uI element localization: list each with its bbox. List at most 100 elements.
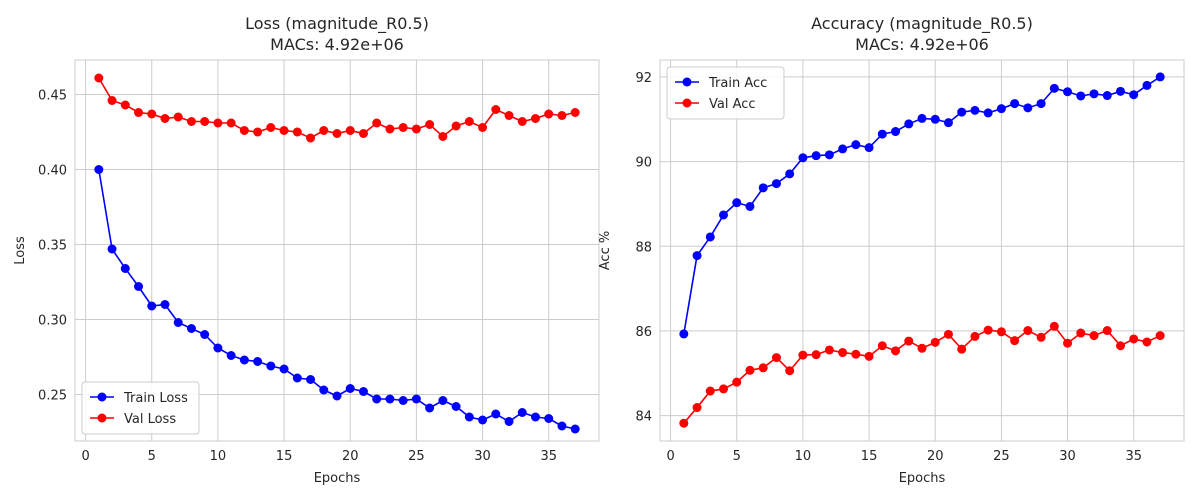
data-point (398, 396, 408, 405)
series-train-acc (679, 72, 1165, 339)
data-point (1010, 336, 1020, 346)
data-point (504, 111, 514, 120)
x-tick-label: 35 (1125, 449, 1142, 464)
y-tick-label: 88 (635, 240, 652, 255)
data-point (1115, 341, 1125, 351)
data-point (692, 403, 702, 413)
data-point (745, 365, 755, 375)
data-point (798, 350, 808, 360)
y-tick-label: 0.25 (38, 389, 67, 404)
data-point (1049, 83, 1059, 93)
data-point (1089, 89, 1099, 99)
y-axis-label: Loss (13, 236, 28, 265)
x-tick-label: 20 (927, 449, 944, 464)
data-point (200, 330, 210, 339)
data-point (372, 394, 382, 404)
data-point (983, 325, 993, 335)
data-point (253, 127, 263, 137)
data-point (1155, 331, 1165, 341)
data-point (1142, 80, 1152, 90)
data-point (517, 117, 527, 126)
data-point (464, 117, 474, 126)
data-point (544, 414, 554, 423)
y-tick-label: 0.30 (38, 314, 67, 329)
data-point (970, 105, 980, 115)
plot-area (75, 60, 599, 441)
data-point (692, 251, 702, 261)
data-point (438, 132, 448, 141)
data-point (864, 351, 874, 361)
data-point (411, 394, 421, 404)
data-point (798, 153, 808, 163)
plot-area (660, 60, 1184, 441)
data-point (1023, 103, 1033, 113)
data-point (570, 108, 580, 117)
data-point (679, 329, 689, 339)
data-point (226, 351, 236, 360)
data-point (824, 345, 834, 355)
data-point (107, 244, 117, 254)
data-point (917, 113, 927, 123)
x-tick-label: 15 (861, 449, 878, 464)
data-point (319, 126, 329, 135)
data-point (1063, 87, 1073, 97)
data-point (930, 337, 940, 347)
data-point (891, 346, 901, 356)
data-point (851, 140, 861, 150)
data-point (970, 331, 980, 341)
data-point (1115, 86, 1125, 96)
data-point (1129, 334, 1139, 344)
data-point (186, 117, 196, 126)
data-point (785, 366, 795, 376)
x-tick-label: 30 (474, 449, 491, 464)
data-point (120, 264, 130, 273)
data-point (1010, 99, 1020, 109)
data-point (557, 421, 567, 431)
data-point (160, 300, 170, 309)
data-point (719, 384, 729, 394)
data-point (213, 343, 223, 353)
y-tick-label: 86 (635, 325, 652, 340)
data-point (705, 232, 715, 242)
x-axis-label: Epochs (314, 471, 361, 486)
legend-box (666, 66, 785, 120)
plot-frame (659, 59, 1185, 442)
data-point (824, 150, 834, 160)
series-val-loss (94, 73, 580, 143)
data-point (1063, 338, 1073, 348)
data-point (332, 129, 342, 138)
y-tick-label: 90 (635, 156, 652, 171)
x-tick-label: 20 (342, 449, 359, 464)
x-tick-label: 10 (210, 449, 227, 464)
legend-label: Val Acc (709, 97, 756, 112)
data-point (745, 201, 755, 211)
data-point (226, 118, 236, 128)
legend-marker (97, 392, 107, 402)
y-tick-label: 0.35 (38, 239, 67, 254)
data-point (306, 375, 316, 384)
data-point (319, 385, 329, 395)
data-point (705, 386, 715, 396)
data-point (94, 165, 104, 174)
data-point (732, 377, 742, 387)
data-point (877, 341, 887, 351)
data-point (94, 73, 104, 83)
data-point (570, 424, 580, 434)
data-point (279, 126, 289, 135)
data-point (279, 364, 289, 374)
data-point (120, 100, 130, 110)
x-tick-label: 25 (408, 449, 425, 464)
plot-frame (74, 59, 600, 442)
legend: Train Loss Val Loss (81, 381, 200, 435)
data-point (107, 96, 117, 105)
data-point (253, 357, 263, 366)
y-tick-label: 0.40 (38, 164, 67, 179)
data-point (1049, 321, 1059, 331)
data-point (957, 344, 967, 354)
chart-title: Loss (magnitude_R0.5) (245, 14, 429, 34)
data-point (557, 111, 567, 120)
y-tick-label: 92 (635, 71, 652, 86)
data-point (851, 349, 861, 359)
data-point (679, 418, 689, 428)
legend-box (81, 381, 200, 435)
